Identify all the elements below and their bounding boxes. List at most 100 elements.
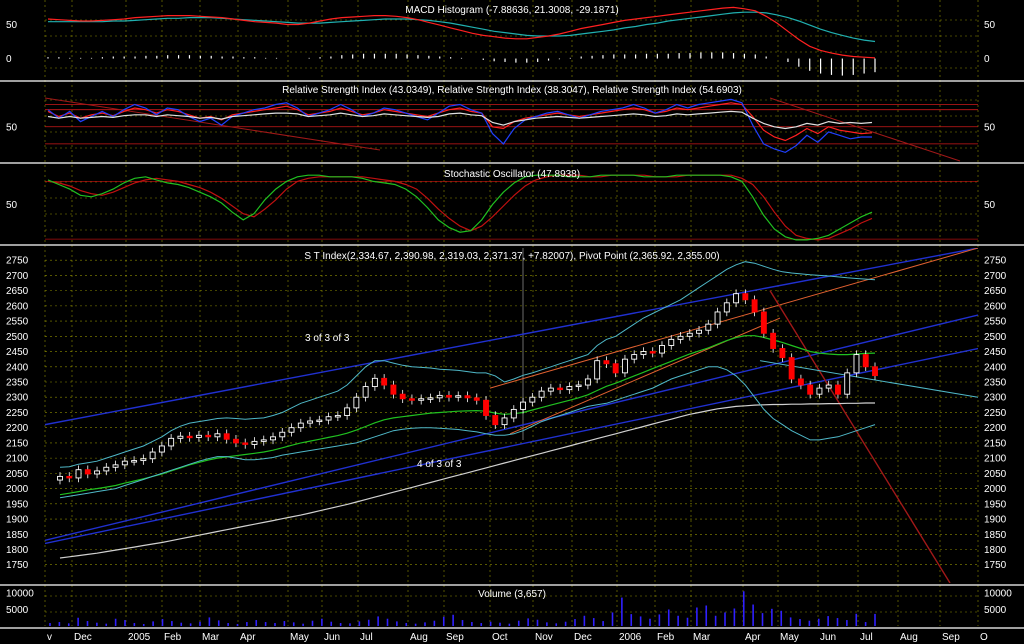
- candle-up: [631, 354, 638, 360]
- macd-line: [47, 6, 876, 59]
- candle-up: [297, 422, 304, 429]
- candle-up: [307, 420, 314, 424]
- y-tick-label-right: 2200: [984, 423, 1007, 434]
- y-tick-label-left: 2100: [6, 454, 29, 465]
- x-tick-label: O: [980, 632, 988, 643]
- trendline-blue-lower: [45, 314, 978, 542]
- y-tick-label-left: 2500: [6, 332, 29, 343]
- candle-up: [594, 360, 601, 380]
- candle-down: [751, 299, 758, 313]
- candle-down: [770, 332, 777, 349]
- y-tick-label-right: 2600: [984, 301, 1007, 312]
- y-tick-label-left: 1800: [6, 545, 29, 556]
- candle-up: [94, 470, 100, 475]
- y-tick-label-right: 1900: [984, 515, 1007, 526]
- candle-up: [547, 387, 554, 392]
- x-tick-label: Sep: [942, 632, 960, 643]
- candle-down: [464, 395, 471, 399]
- candle-up: [723, 302, 730, 313]
- candle-down: [603, 360, 610, 365]
- candle-down: [835, 384, 841, 395]
- candle-down: [492, 415, 499, 426]
- x-tick-label: Aug: [900, 632, 918, 643]
- y-tick-label-left: 50: [6, 122, 18, 133]
- candle-up: [418, 398, 425, 401]
- candle-up: [75, 469, 82, 479]
- x-tick-label: 2005: [128, 632, 151, 643]
- candle-down: [84, 469, 91, 475]
- candle-up: [112, 464, 119, 468]
- candle-up: [371, 377, 378, 388]
- y-tick-label-right: 2250: [984, 408, 1007, 419]
- candle-up: [149, 451, 156, 460]
- candle-down: [186, 435, 193, 439]
- y-tick-label-right: 2300: [984, 393, 1007, 404]
- x-tick-label: Jun: [820, 632, 836, 643]
- y-tick-label-right: 2150: [984, 438, 1007, 449]
- y-tick-label-left: 2750: [6, 256, 29, 267]
- y-tick-label-right: 50: [984, 20, 996, 31]
- y-tick-label-right: 2650: [984, 286, 1007, 297]
- bollinger-lower: [59, 366, 876, 499]
- x-tick-label: Feb: [164, 632, 182, 643]
- candle-down: [483, 399, 489, 416]
- x-tick-label: Mar: [693, 632, 711, 643]
- candle-up: [140, 458, 147, 462]
- candle-up: [584, 378, 591, 386]
- y-tick-label-right: 2350: [984, 378, 1007, 389]
- candle-down: [446, 394, 452, 398]
- y-tick-label-right: 1750: [984, 560, 1007, 571]
- candle-up: [853, 354, 860, 374]
- y-tick-label-right: 50: [984, 200, 996, 211]
- candle-up: [334, 415, 341, 418]
- candle-down: [649, 351, 656, 354]
- y-tick-label-left: 2400: [6, 362, 29, 373]
- y-tick-label-left: 2700: [6, 271, 29, 282]
- y-tick-label-left: 1850: [6, 530, 29, 541]
- candle-up: [520, 401, 527, 410]
- candle-down: [399, 393, 406, 400]
- candle-down: [66, 475, 73, 479]
- macd-panel: [47, 6, 876, 76]
- y-tick-label-left: 2000: [6, 484, 29, 495]
- candle-up: [344, 407, 351, 416]
- y-tick-label-left: 2450: [6, 347, 29, 358]
- candle-up: [668, 338, 675, 346]
- stochastic-d-line: [47, 174, 873, 241]
- y-tick-label-right: 10000: [984, 588, 1012, 599]
- candle-up: [659, 345, 665, 354]
- panel-separators: [0, 80, 1024, 629]
- y-tick-label-right: 2400: [984, 362, 1007, 373]
- candle-up: [158, 445, 165, 453]
- y-tick-label-right: 1950: [984, 499, 1007, 510]
- candle-up: [825, 384, 832, 389]
- candle-up: [270, 436, 276, 441]
- candle-up: [455, 395, 462, 398]
- candle-down: [797, 378, 804, 386]
- candle-down: [223, 433, 230, 440]
- candle-up: [177, 435, 184, 439]
- y-tick-label-right: 0: [984, 54, 990, 65]
- stochastic-panel: [45, 174, 978, 241]
- y-tick-label-left: 50: [6, 200, 18, 211]
- y-tick-label-right: 1850: [984, 530, 1007, 541]
- candle-up: [103, 466, 110, 472]
- y-tick-label-left: 5000: [6, 605, 29, 616]
- candle-up: [427, 397, 434, 400]
- moving-average-mid: [59, 335, 876, 496]
- y-tick-label-left: 2050: [6, 469, 29, 480]
- y-tick-label-left: 2250: [6, 408, 29, 419]
- x-tick-label: Apr: [745, 632, 761, 643]
- candle-up: [640, 351, 647, 356]
- candle-down: [242, 442, 249, 445]
- candle-up: [677, 335, 684, 340]
- y-tick-label-right: 2100: [984, 454, 1007, 465]
- y-tick-label-right: 2050: [984, 469, 1007, 480]
- y-tick-label-left: 2300: [6, 393, 29, 404]
- x-tick-label: Dec: [574, 632, 592, 643]
- trendline-cyan-projection: [759, 360, 978, 398]
